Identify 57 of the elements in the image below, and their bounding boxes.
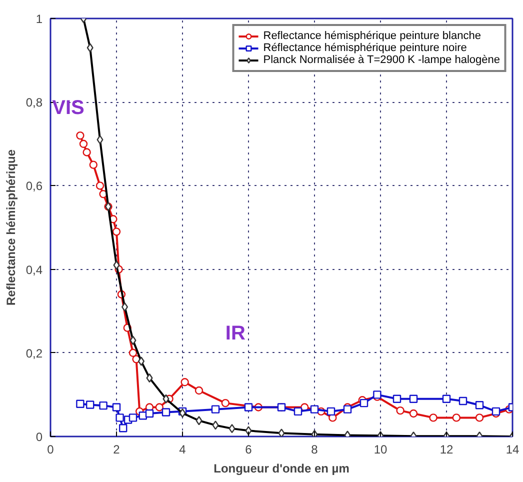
point — [475, 401, 484, 410]
point — [86, 400, 94, 409]
point — [458, 396, 468, 406]
point — [82, 148, 91, 156]
point — [221, 398, 230, 408]
x-tick-label: 6 — [245, 442, 252, 456]
x-tick-label: 8 — [311, 442, 318, 456]
x-tick-label: 12 — [440, 442, 454, 456]
point — [360, 398, 368, 408]
y-tick-label: 0,6 — [26, 179, 43, 194]
x-tick-label: 14 — [506, 442, 520, 456]
point — [244, 403, 253, 412]
point — [119, 424, 128, 432]
point — [128, 348, 138, 357]
y-tick-label: 1 — [36, 12, 43, 26]
point — [79, 140, 88, 148]
point — [392, 394, 402, 403]
point — [396, 406, 404, 415]
x-axis-title: Longueur d'onde en µm — [214, 462, 350, 476]
point — [180, 378, 189, 386]
annotation: IR — [225, 322, 246, 345]
point — [442, 394, 451, 403]
point — [89, 160, 98, 169]
point — [155, 403, 164, 412]
point — [162, 408, 170, 416]
point — [145, 409, 154, 418]
point — [112, 228, 121, 236]
legend-label: Réflectance hémisphérique peinture noire — [263, 42, 467, 54]
x-tick-label: 10 — [374, 442, 388, 456]
point — [194, 386, 204, 395]
point — [294, 407, 302, 416]
y-tick-label: 0,2 — [26, 346, 43, 360]
legend-label: Reflectance hémisphérique peinture blanche — [263, 30, 481, 42]
y-axis-title: Reflectance hémisphérique — [4, 149, 18, 306]
point — [409, 394, 418, 403]
point — [96, 182, 104, 190]
point — [112, 403, 121, 412]
point — [211, 405, 220, 414]
point — [99, 401, 108, 410]
annotation: VIS — [52, 96, 84, 119]
point — [452, 414, 460, 422]
point — [116, 414, 124, 422]
point — [429, 414, 438, 422]
point — [310, 405, 319, 414]
y-tick-label: 0,8 — [26, 96, 43, 110]
point — [409, 409, 418, 418]
point — [475, 414, 484, 422]
legend-label: Planck Normalisée à T=2900 K -lampe halogène — [263, 54, 500, 66]
point — [326, 407, 336, 416]
y-tick-label: 0 — [36, 430, 43, 444]
point — [76, 131, 84, 140]
point — [128, 414, 138, 422]
x-tick-label: 4 — [179, 442, 186, 456]
x-tick-label: 2 — [113, 442, 120, 456]
point — [76, 400, 84, 408]
x-tick-label: 0 — [47, 442, 54, 456]
y-tick-label: 0,4 — [26, 262, 43, 277]
